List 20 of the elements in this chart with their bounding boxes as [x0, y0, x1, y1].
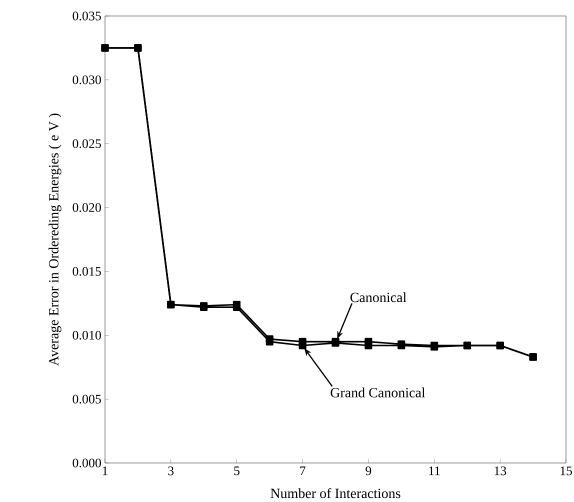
y-tick-label: 0.000 [72, 458, 101, 468]
text: Canonical [350, 292, 406, 302]
y-tick-label: 0.035 [72, 12, 101, 20]
text: Grand Canonical [330, 388, 426, 398]
x-tick-label: 9 [366, 466, 372, 476]
x-axis-title: Number of Interactions [270, 488, 400, 498]
y-axis-title: Average Error in Ordereding Energies ( e V ) [48, 114, 62, 366]
y-tick-label: 0.010 [72, 330, 101, 340]
y-tick-label: 0.020 [72, 203, 101, 212]
x-tick-label: 1 [102, 466, 108, 476]
x-tick-label: 13 [494, 466, 506, 476]
y-tick-label: 0.030 [72, 75, 101, 84]
x-tick-label: 7 [300, 466, 306, 476]
x-tick-label: 15 [560, 466, 572, 476]
y-tick-label: 0.005 [72, 394, 101, 404]
x-tick-label: 5 [234, 466, 240, 476]
x-tick-label: 3 [168, 466, 174, 476]
x-tick-label: 11 [429, 466, 440, 476]
y-tick-label: 0.015 [72, 267, 101, 276]
y-tick-label: 0.025 [72, 139, 101, 148]
